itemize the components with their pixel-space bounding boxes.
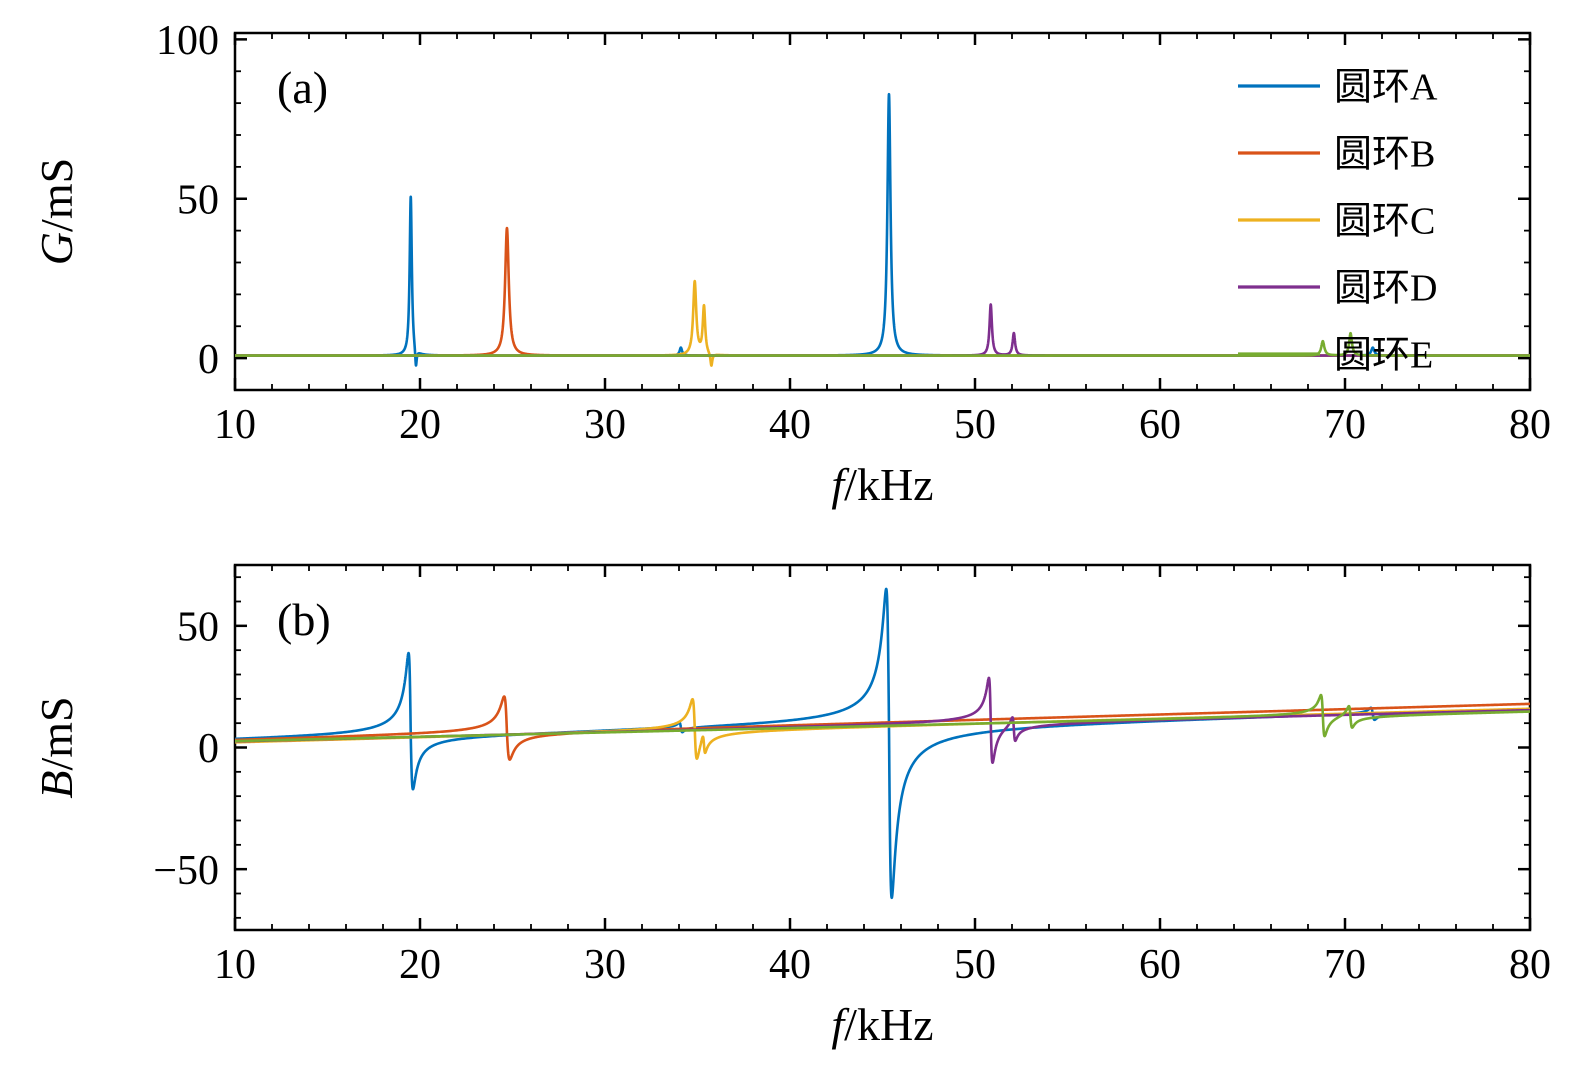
legend-label: 圆环D (1334, 267, 1437, 309)
x-axis-label: f/kHz (831, 999, 933, 1050)
legend-label: 圆环E (1334, 334, 1433, 376)
x-tick-label: 20 (399, 942, 441, 988)
x-tick-label: 60 (1139, 402, 1181, 448)
plot-box (233, 31, 1532, 392)
x-tick-label: 60 (1139, 942, 1181, 988)
axis-ticks (233, 33, 1532, 390)
x-tick-label: 50 (954, 942, 996, 988)
x-tick-label: 40 (769, 942, 811, 988)
legend-item-2: 圆环C (1238, 200, 1435, 242)
x-tick-label: 40 (769, 402, 811, 448)
y-tick-label: 0 (198, 337, 219, 383)
legend: 圆环A 圆环B 圆环C 圆环D 圆环E (1238, 66, 1438, 376)
y-tick-label: −50 (153, 848, 219, 894)
x-tick-label: 80 (1509, 942, 1551, 988)
legend-item-4: 圆环E (1238, 334, 1433, 376)
y-tick-label: 0 (198, 726, 219, 772)
series-line-b-1 (235, 695, 1530, 761)
y-tick-label: 50 (177, 177, 219, 223)
y-axis-label: B/mS (31, 696, 82, 798)
x-tick-label: 70 (1324, 942, 1366, 988)
chart-svg-a: 10 20 30 40 50 60 70 80 0 50 100 f/kHz G/mS (a) 圆环A 圆环B… (31, 18, 1551, 510)
series-line-b-0 (235, 587, 1530, 900)
axis-ticks (233, 565, 1532, 930)
y-tick-label: 50 (177, 605, 219, 651)
legend-label: 圆环A (1334, 66, 1438, 108)
legend-item-0: 圆环A (1238, 66, 1438, 108)
x-tick-label: 50 (954, 402, 996, 448)
legend-item-1: 圆环B (1238, 133, 1435, 175)
x-tick-label: 20 (399, 402, 441, 448)
legend-label: 圆环B (1334, 133, 1435, 175)
y-axis-label: G/mS (31, 158, 82, 265)
axis-minor-ticks (235, 33, 1530, 390)
legend-label: 圆环C (1334, 200, 1435, 242)
y-tick-label: 100 (156, 18, 219, 64)
x-tick-label: 70 (1324, 402, 1366, 448)
chart-svg-b: 10 20 30 40 50 60 70 80 −50 0 50 f/kHz B/mS (b) (31, 563, 1551, 1050)
x-tick-label: 80 (1509, 402, 1551, 448)
panel-b: 10 20 30 40 50 60 70 80 −50 0 50 f/kHz B/mS (b) (0, 535, 1575, 1073)
series-line-b-4 (235, 693, 1530, 743)
x-tick-label: 10 (214, 942, 256, 988)
panel-label: (a) (277, 62, 328, 113)
x-axis-label: f/kHz (831, 459, 933, 510)
x-tick-label: 30 (584, 402, 626, 448)
x-tick-label: 10 (214, 402, 256, 448)
panel-a: 10 20 30 40 50 60 70 80 0 50 100 f/kHz G/mS (a) 圆环A 圆环B… (0, 0, 1575, 535)
legend-item-3: 圆环D (1238, 267, 1437, 309)
x-tick-label: 30 (584, 942, 626, 988)
axis-minor-ticks (235, 565, 1530, 930)
panel-label: (b) (277, 594, 331, 645)
